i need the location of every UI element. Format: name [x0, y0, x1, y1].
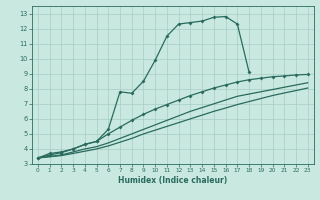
X-axis label: Humidex (Indice chaleur): Humidex (Indice chaleur) [118, 176, 228, 185]
